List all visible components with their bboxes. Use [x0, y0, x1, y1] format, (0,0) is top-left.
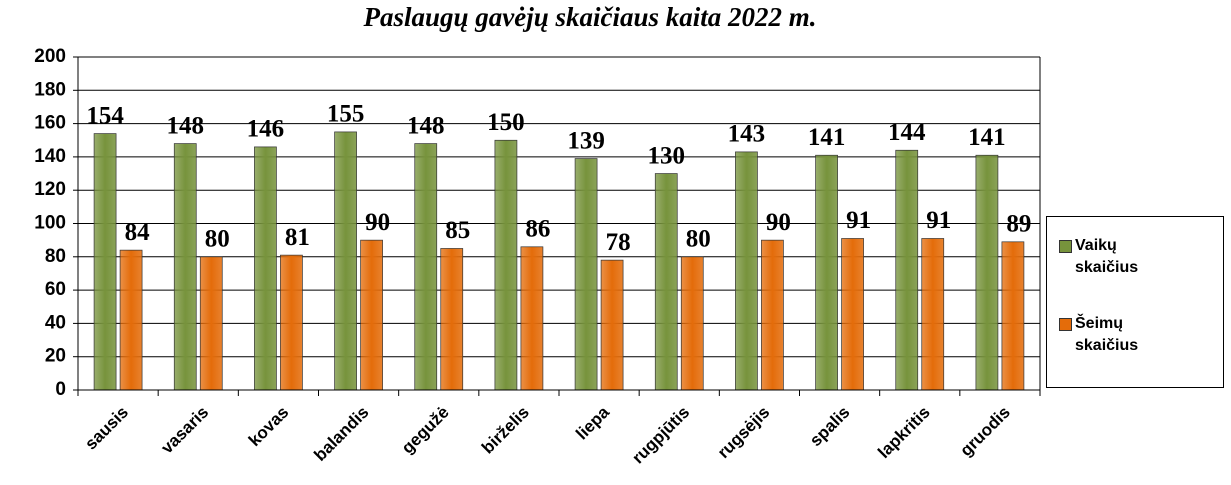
y-tick-label: 160	[34, 113, 66, 134]
data-label: 91	[846, 207, 871, 234]
data-label: 90	[766, 209, 791, 236]
legend-swatch	[1059, 318, 1072, 331]
data-label: 155	[327, 101, 365, 128]
data-label: 143	[728, 121, 766, 148]
x-tick-label: rugsėjis	[714, 403, 774, 463]
y-tick-label: 20	[45, 346, 66, 367]
bar	[334, 131, 357, 391]
data-label: 146	[247, 116, 285, 143]
bar	[680, 256, 704, 391]
bar	[360, 239, 383, 391]
bar	[93, 133, 117, 391]
y-tick-label: 100	[34, 213, 66, 234]
x-tick-label: gegužė	[398, 403, 453, 458]
data-label: 89	[1006, 211, 1031, 238]
bar	[119, 249, 143, 391]
bar	[654, 173, 678, 391]
data-label: 130	[648, 142, 686, 169]
y-tick-label: 0	[55, 379, 66, 400]
data-label: 78	[606, 229, 631, 256]
bar	[815, 154, 838, 391]
bar	[520, 246, 544, 391]
bar	[440, 248, 464, 391]
legend-label: Vaikų skaičius	[1075, 237, 1139, 276]
legend-label: Šeimų skaičius	[1075, 315, 1139, 354]
bar	[895, 149, 919, 391]
x-tick-label: vasaris	[157, 403, 212, 458]
legend-swatch	[1059, 240, 1072, 253]
bar	[173, 143, 197, 391]
x-tick-label: rugpjūtis	[628, 403, 693, 468]
bar	[921, 238, 945, 391]
data-label: 81	[285, 224, 310, 251]
bar	[254, 146, 277, 391]
x-tick-label: kovas	[245, 403, 293, 451]
data-label: 90	[365, 209, 390, 236]
bar	[280, 254, 303, 391]
x-tick-label: birželis	[478, 403, 533, 458]
y-tick-label: 180	[34, 79, 66, 100]
bar	[199, 256, 223, 391]
data-label: 139	[567, 127, 605, 154]
data-label: 150	[487, 109, 525, 136]
bar	[494, 139, 518, 391]
bar	[574, 158, 598, 391]
bar	[975, 154, 999, 391]
data-label: 148	[167, 112, 205, 139]
data-label: 80	[686, 226, 711, 253]
data-label: 85	[445, 217, 470, 244]
y-tick-label: 40	[45, 312, 66, 333]
data-label: 141	[808, 124, 846, 151]
y-tick-label: 120	[34, 179, 66, 200]
chart-title: Paslaugų gavėjų skaičiaus kaita 2022 m.	[362, 2, 816, 32]
x-tick-label: sausis	[81, 403, 132, 454]
legend-item: Vaikų skaičius	[1059, 235, 1215, 279]
bar	[735, 151, 758, 391]
data-label: 141	[968, 124, 1006, 151]
data-label: 148	[407, 112, 445, 139]
data-label: 154	[86, 102, 124, 129]
bar	[600, 259, 624, 391]
x-tick-label: lapkritis	[874, 403, 934, 463]
legend: Vaikų skaičius Šeimų skaičius	[1046, 216, 1224, 388]
legend-item: Šeimų skaičius	[1059, 313, 1215, 357]
bar	[841, 238, 864, 391]
data-label: 80	[205, 226, 230, 253]
x-tick-label: balandis	[310, 403, 372, 465]
bar	[761, 239, 784, 391]
data-label: 84	[125, 219, 151, 246]
x-tick-label: gruodis	[956, 403, 1014, 461]
data-label: 91	[926, 207, 951, 234]
x-tick-label: liepa	[572, 402, 613, 443]
bar	[414, 143, 438, 391]
y-tick-label: 60	[45, 279, 66, 300]
y-tick-label: 140	[34, 146, 66, 167]
y-tick-label: 80	[45, 246, 66, 267]
data-label: 86	[525, 216, 550, 243]
y-tick-label: 200	[34, 46, 66, 67]
bar	[1001, 241, 1025, 391]
x-tick-label: spalis	[806, 403, 854, 451]
data-label: 144	[888, 119, 926, 146]
